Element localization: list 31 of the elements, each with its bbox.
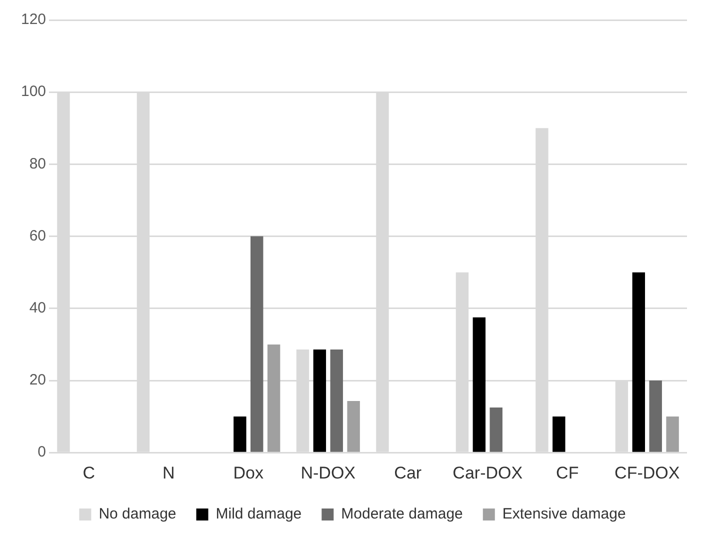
x-tick-label: C	[82, 463, 96, 482]
x-tick-label: N-DOX	[300, 463, 356, 482]
bar	[330, 349, 343, 452]
bar	[632, 272, 646, 452]
legend-label: No damage	[98, 506, 176, 523]
x-tick-label: Car-DOX	[452, 463, 523, 482]
bar	[250, 236, 264, 452]
y-tick-label: 40	[29, 300, 46, 317]
bar	[347, 401, 360, 452]
x-tick-label: CF	[556, 463, 579, 482]
y-tick-label: 120	[20, 11, 46, 28]
bar	[313, 349, 326, 452]
y-tick-label: 80	[29, 155, 46, 172]
y-tick-label: 100	[20, 83, 46, 100]
x-tick-label: CF-DOX	[614, 463, 680, 482]
bar	[472, 317, 486, 452]
bar	[649, 380, 662, 452]
bar	[490, 408, 502, 452]
bar	[267, 344, 280, 452]
legend-label: Moderate damage	[341, 506, 463, 523]
y-tick-label: 20	[29, 372, 46, 389]
bar	[666, 416, 679, 452]
x-tick-label: Car	[394, 463, 422, 482]
x-tick-label: N	[162, 463, 175, 482]
y-tick-label: 60	[29, 227, 46, 244]
legend-label: Extensive damage	[502, 506, 626, 523]
legend-label: Mild damage	[216, 506, 302, 523]
bar	[234, 416, 246, 452]
x-tick-label: Dox	[233, 463, 264, 482]
bar	[552, 416, 566, 452]
y-tick-label: 0	[38, 444, 46, 461]
